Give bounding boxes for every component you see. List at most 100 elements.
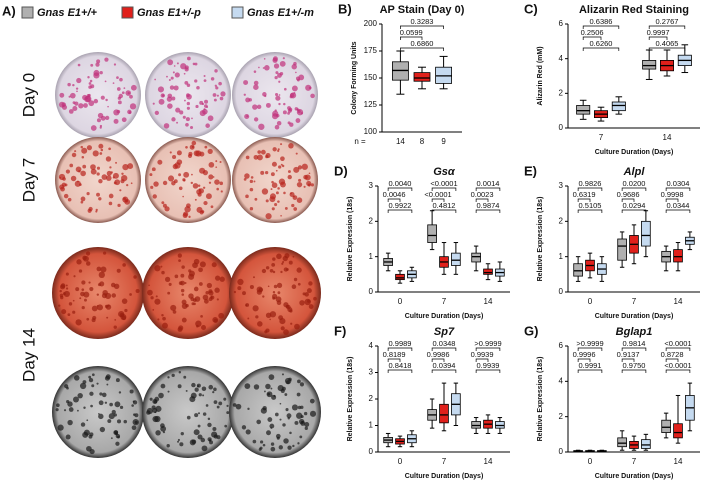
- colony: [61, 104, 68, 110]
- colony: [188, 151, 193, 156]
- chart-title: Bglap1: [616, 326, 653, 338]
- p-value: 0.9996: [573, 350, 596, 359]
- colony: [280, 163, 283, 166]
- colony: [265, 102, 271, 108]
- significance-bracket: [400, 25, 444, 29]
- colony: [284, 87, 287, 91]
- colony: [261, 188, 269, 195]
- colony: [152, 194, 157, 199]
- x-tick-label: 14: [674, 457, 683, 466]
- colony: [93, 69, 100, 77]
- colony: [70, 175, 77, 182]
- colony: [257, 154, 263, 161]
- y-tick-label: 3: [559, 181, 564, 190]
- p-value: 0.9814: [623, 339, 646, 348]
- significance-bracket: [400, 47, 444, 51]
- colony: [305, 84, 312, 91]
- colony: [194, 387, 199, 392]
- colony: [161, 270, 165, 275]
- colony: [267, 392, 271, 396]
- colony: [81, 147, 88, 154]
- colony: [299, 435, 303, 439]
- y-tick-label: 2: [559, 88, 564, 97]
- p-value: <0.0001: [424, 190, 451, 199]
- p-value: 0.0394: [433, 361, 456, 370]
- colony: [181, 265, 185, 269]
- p-value: 0.4812: [433, 201, 456, 210]
- colony: [61, 182, 67, 187]
- colony: [90, 125, 97, 131]
- colony: [249, 179, 254, 184]
- colony: [293, 277, 298, 282]
- colony: [202, 186, 206, 189]
- colony: [219, 181, 224, 186]
- colony: [105, 98, 108, 102]
- colony: [152, 415, 159, 423]
- colony: [288, 107, 293, 112]
- p-value: 0.9997: [647, 28, 670, 37]
- colony: [278, 445, 283, 450]
- p-value: 0.2767: [656, 17, 679, 26]
- colony: [269, 311, 277, 318]
- significance-bracket: [431, 187, 457, 191]
- colony: [269, 318, 271, 321]
- colony: [244, 173, 250, 179]
- colony: [213, 387, 217, 392]
- colony: [98, 400, 104, 406]
- colony: [299, 382, 305, 387]
- colony: [78, 269, 83, 273]
- colony: [90, 164, 96, 170]
- colony: [184, 65, 189, 70]
- colony: [270, 188, 273, 191]
- colony: [170, 304, 177, 311]
- colony: [223, 397, 227, 401]
- colony: [158, 98, 165, 105]
- colony: [190, 392, 197, 399]
- colony: [174, 72, 180, 78]
- chart-title: Gsα: [433, 166, 456, 178]
- colony: [256, 104, 262, 110]
- colony: [185, 145, 188, 149]
- significance-bracket: [475, 358, 489, 362]
- colony: [90, 404, 93, 408]
- colony: [74, 150, 77, 153]
- colony: [249, 207, 254, 211]
- colony: [188, 215, 191, 218]
- colony: [287, 174, 292, 180]
- p-value: 0.6260: [590, 39, 613, 48]
- colony: [118, 93, 123, 99]
- p-value: 0.3283: [411, 17, 434, 26]
- colony: [274, 412, 279, 417]
- colony: [68, 302, 73, 306]
- colony: [77, 180, 79, 183]
- colony: [86, 445, 92, 452]
- x-tick-label: 7: [442, 297, 447, 306]
- colony: [250, 176, 254, 179]
- box: [661, 419, 671, 433]
- colony: [172, 71, 175, 74]
- p-value: 0.6860: [411, 39, 434, 48]
- colony: [292, 195, 298, 201]
- p-value: 0.9874: [477, 201, 500, 210]
- colony: [95, 208, 98, 212]
- colony: [161, 314, 164, 317]
- colony: [96, 118, 101, 123]
- colony: [114, 318, 117, 321]
- colony: [89, 391, 94, 396]
- colony: [212, 426, 217, 431]
- y-tick-label: 4: [369, 341, 374, 350]
- colony: [177, 438, 180, 442]
- colony: [191, 117, 193, 120]
- colony: [116, 419, 122, 424]
- colony: [89, 286, 94, 292]
- colony: [296, 181, 303, 188]
- significance-bracket: [387, 187, 413, 191]
- colony: [99, 71, 103, 75]
- significance-bracket: [387, 358, 401, 362]
- colony: [120, 179, 125, 184]
- colony: [205, 193, 212, 200]
- colony: [272, 257, 276, 261]
- colony: [90, 63, 94, 67]
- colony: [278, 102, 281, 106]
- colony: [113, 283, 120, 289]
